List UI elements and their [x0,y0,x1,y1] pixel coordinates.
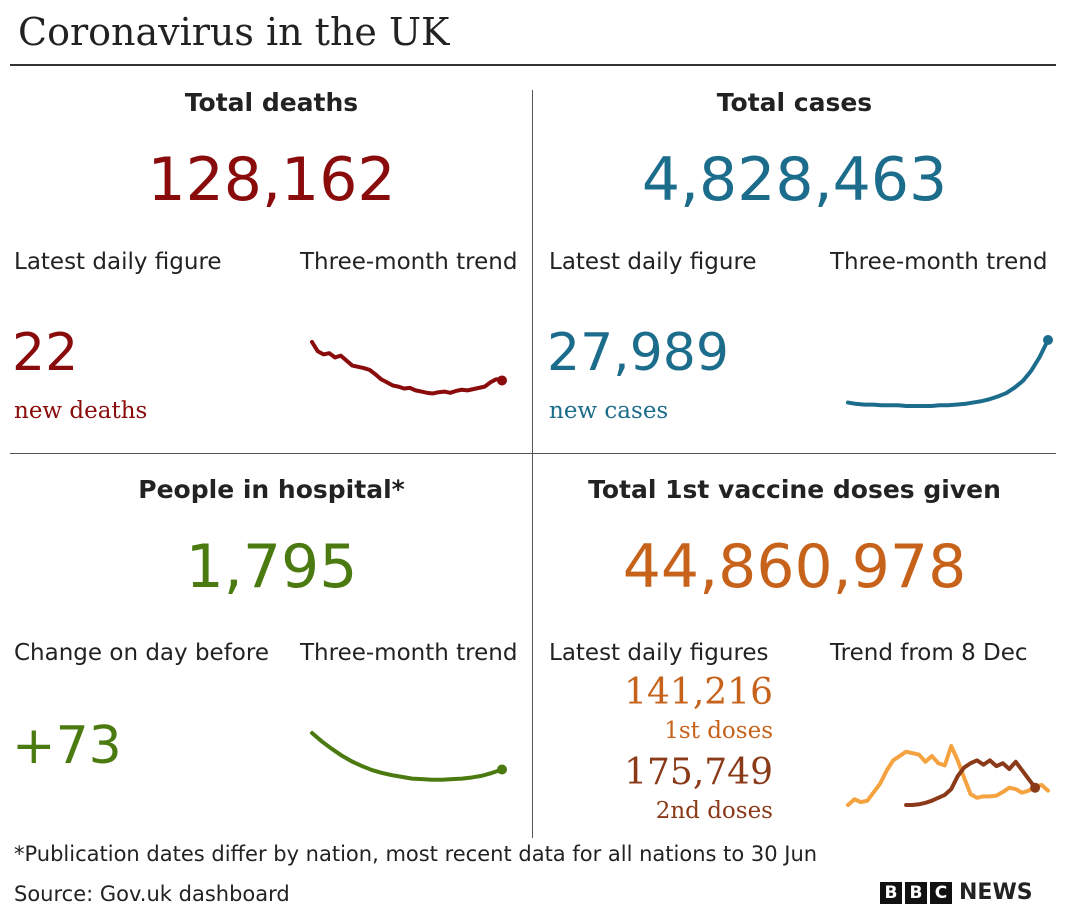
vertical-divider [532,90,533,838]
second-dose-value: 175,749 [624,752,773,793]
vaccine-title: Total 1st vaccine doses given [588,475,1001,504]
title-rule [10,64,1056,66]
vaccine-sparkline [846,743,1050,807]
logo-letter: B [905,881,927,904]
hospital-total: 1,795 [185,532,358,602]
trend-end-point [497,764,507,775]
deaths-total: 128,162 [147,145,396,215]
cases-total: 4,828,463 [641,145,948,215]
page-title: Coronavirus in the UK [18,10,450,54]
deaths-daily-value: 22 [12,323,79,383]
trend-line [310,340,504,396]
trend-line [846,743,1050,807]
hospital-daily-label: Change on day before [14,640,269,666]
cases-title: Total cases [716,88,873,117]
hospital-sparkline [310,731,507,782]
hospital-daily-value: +73 [12,716,122,776]
deaths-daily-label: Latest daily figure [14,249,222,275]
vaccine-daily-label: Latest daily figures [549,640,769,666]
first-dose-unit: 1st doses [664,718,773,744]
cases-daily-unit: new cases [549,398,669,424]
trend-line [904,758,1038,807]
cases-sparkline [846,335,1053,408]
cases-trend-label: Three-month trend [830,249,1048,275]
source: Source: Gov.uk dashboard [14,882,290,906]
trend-line [846,338,1050,408]
logo-word: NEWS [959,880,1033,905]
hospital-trend-label: Three-month trend [300,640,518,666]
bbc-news-logo: B B C NEWS [880,880,1033,905]
vaccine-total: 44,860,978 [622,532,967,602]
trend-end-point [1030,782,1041,793]
trend-line [310,731,504,782]
trend-end-point [497,375,507,386]
second-dose-unit: 2nd doses [655,798,773,824]
logo-letter: B [880,881,902,904]
deaths-trend-label: Three-month trend [300,249,518,275]
horizontal-divider [10,453,1056,454]
footnote: *Publication dates differ by nation, mos… [14,842,818,866]
deaths-title: Total deaths [184,88,359,117]
deaths-daily-unit: new deaths [14,398,148,424]
logo-letter: C [930,881,952,904]
trend-end-point [1043,335,1053,345]
first-dose-value: 141,216 [624,672,773,713]
deaths-sparkline [310,340,507,396]
vaccine-trend-label: Trend from 8 Dec [830,640,1028,666]
cases-daily-label: Latest daily figure [549,249,757,275]
hospital-title: People in hospital* [138,475,405,504]
cases-daily-value: 27,989 [547,323,729,383]
